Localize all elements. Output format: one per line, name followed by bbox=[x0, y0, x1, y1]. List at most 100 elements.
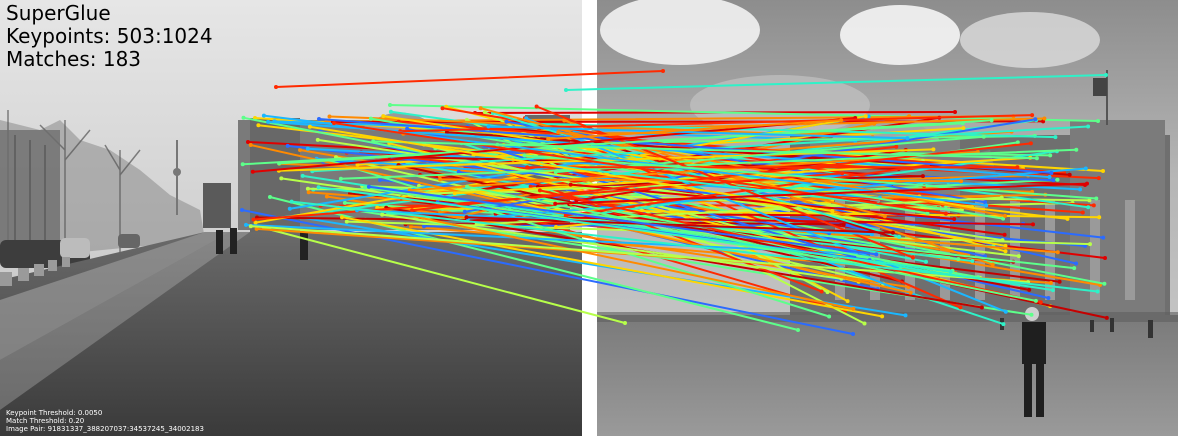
keypoint-dot bbox=[342, 200, 347, 205]
keypoint-dot bbox=[409, 224, 413, 229]
keypoint-dot bbox=[1065, 216, 1070, 221]
keypoint-dot bbox=[851, 332, 855, 336]
keypoint-dot bbox=[381, 114, 386, 119]
keypoint-dot bbox=[920, 174, 925, 179]
match-line bbox=[245, 223, 857, 255]
left-image bbox=[0, 0, 582, 436]
keypoint-dot bbox=[456, 169, 461, 174]
keypoint-dot bbox=[845, 299, 850, 304]
match-line bbox=[540, 163, 879, 205]
match-line bbox=[467, 167, 1087, 220]
keypoint-dot bbox=[438, 177, 443, 182]
keypoint-dot bbox=[1033, 298, 1038, 303]
keypoint-dot bbox=[1003, 243, 1008, 248]
keypoint-dot bbox=[482, 110, 487, 115]
keypoint-dot bbox=[244, 222, 248, 227]
keypoint-dot bbox=[1055, 177, 1060, 182]
keypoint-dot bbox=[340, 215, 344, 220]
keypoint-dot bbox=[422, 224, 426, 229]
match-lines bbox=[240, 69, 1109, 336]
keypoint-dot bbox=[277, 161, 282, 166]
keypoint-dot bbox=[410, 208, 415, 213]
keypoint-dot bbox=[1046, 296, 1051, 300]
keypoint-dot bbox=[1102, 281, 1107, 286]
keypoint-dot bbox=[830, 209, 835, 214]
keypoint-dot bbox=[253, 220, 258, 225]
keypoint-dot bbox=[1050, 288, 1055, 293]
keypoint-dot bbox=[316, 185, 321, 190]
keypoint-dot bbox=[983, 200, 988, 205]
keypoint-dot bbox=[953, 110, 957, 114]
threshold-overlay: Keypoint Threshold: 0.0050 Match Thresho… bbox=[6, 409, 204, 433]
keypoint-dot bbox=[317, 117, 321, 121]
keypoint-dot bbox=[465, 184, 470, 189]
match-line bbox=[327, 159, 831, 318]
keypoint-dot bbox=[534, 104, 539, 109]
match-line bbox=[538, 189, 1042, 304]
keypoint-dot bbox=[1002, 232, 1007, 237]
keypoint-dot bbox=[981, 134, 986, 139]
keypoint-dot bbox=[905, 136, 910, 141]
keypoint-dot bbox=[948, 269, 953, 274]
match-line bbox=[487, 125, 909, 140]
keypoint-dot bbox=[315, 137, 320, 142]
keypoint-dot bbox=[417, 183, 421, 188]
keypoint-dot bbox=[880, 314, 885, 319]
keypoint-dot bbox=[1096, 119, 1100, 123]
keypoint-dot bbox=[979, 305, 984, 310]
keypoint-dot bbox=[863, 114, 868, 119]
match-line bbox=[492, 112, 901, 238]
keypoint-dot bbox=[486, 124, 491, 129]
keypoint-dot bbox=[1074, 147, 1079, 152]
keypoint-dot bbox=[388, 103, 392, 107]
keypoint-dot bbox=[890, 230, 895, 235]
keypoint-dot bbox=[1091, 203, 1096, 208]
keypoint-dot bbox=[363, 185, 368, 190]
keypoint-dot bbox=[553, 170, 558, 174]
keypoint-dot bbox=[254, 226, 259, 231]
keypoint-dot bbox=[355, 162, 360, 167]
keypoint-dot bbox=[241, 115, 246, 120]
keypoint-dot bbox=[528, 184, 533, 189]
keypoint-dot bbox=[1003, 213, 1007, 218]
keypoint-dot bbox=[841, 222, 846, 227]
keypoint-dot bbox=[870, 232, 874, 237]
keypoint-dot bbox=[1051, 178, 1056, 183]
match-line bbox=[251, 117, 857, 173]
match-line bbox=[361, 185, 963, 211]
keypoint-dot bbox=[1000, 238, 1005, 243]
keypoint-dot bbox=[894, 144, 899, 149]
keypoint-dot bbox=[388, 109, 393, 114]
match-line bbox=[466, 185, 1037, 302]
keypoint-dot bbox=[1083, 244, 1087, 248]
keypoint-dot bbox=[908, 290, 913, 295]
keypoint-dot bbox=[1027, 287, 1032, 292]
keypoint-dot bbox=[959, 179, 964, 184]
keypoint-dot bbox=[553, 201, 558, 206]
keypoint-dot bbox=[1074, 261, 1079, 266]
keypoint-dot bbox=[1038, 300, 1043, 305]
keypoint-dot bbox=[564, 88, 568, 92]
keypoint-dot bbox=[1033, 117, 1038, 122]
keypoint-dot bbox=[970, 205, 975, 210]
match-line bbox=[372, 140, 1038, 160]
keypoint-dot bbox=[344, 219, 349, 224]
match-line bbox=[317, 186, 952, 273]
keypoint-dot bbox=[970, 259, 975, 263]
match-line bbox=[278, 119, 993, 165]
keypoint-dot bbox=[474, 222, 479, 227]
keypoint-dot bbox=[338, 176, 343, 181]
keypoint-dot bbox=[537, 188, 542, 193]
keypoint-dot bbox=[327, 114, 332, 119]
keypoint-dot bbox=[825, 290, 830, 295]
keypoint-dot bbox=[452, 191, 457, 196]
keypoint-dot bbox=[952, 217, 957, 221]
keypoint-dot bbox=[1048, 153, 1053, 158]
stats-overlay: SuperGlue Keypoints: 503:1024 Matches: 1… bbox=[6, 2, 213, 71]
keypoint-dot bbox=[1031, 222, 1035, 227]
keypoint-dot bbox=[903, 313, 908, 318]
keypoint-dot bbox=[279, 176, 284, 181]
keypoint-dot bbox=[1034, 156, 1039, 161]
keypoint-dot bbox=[1083, 166, 1088, 171]
